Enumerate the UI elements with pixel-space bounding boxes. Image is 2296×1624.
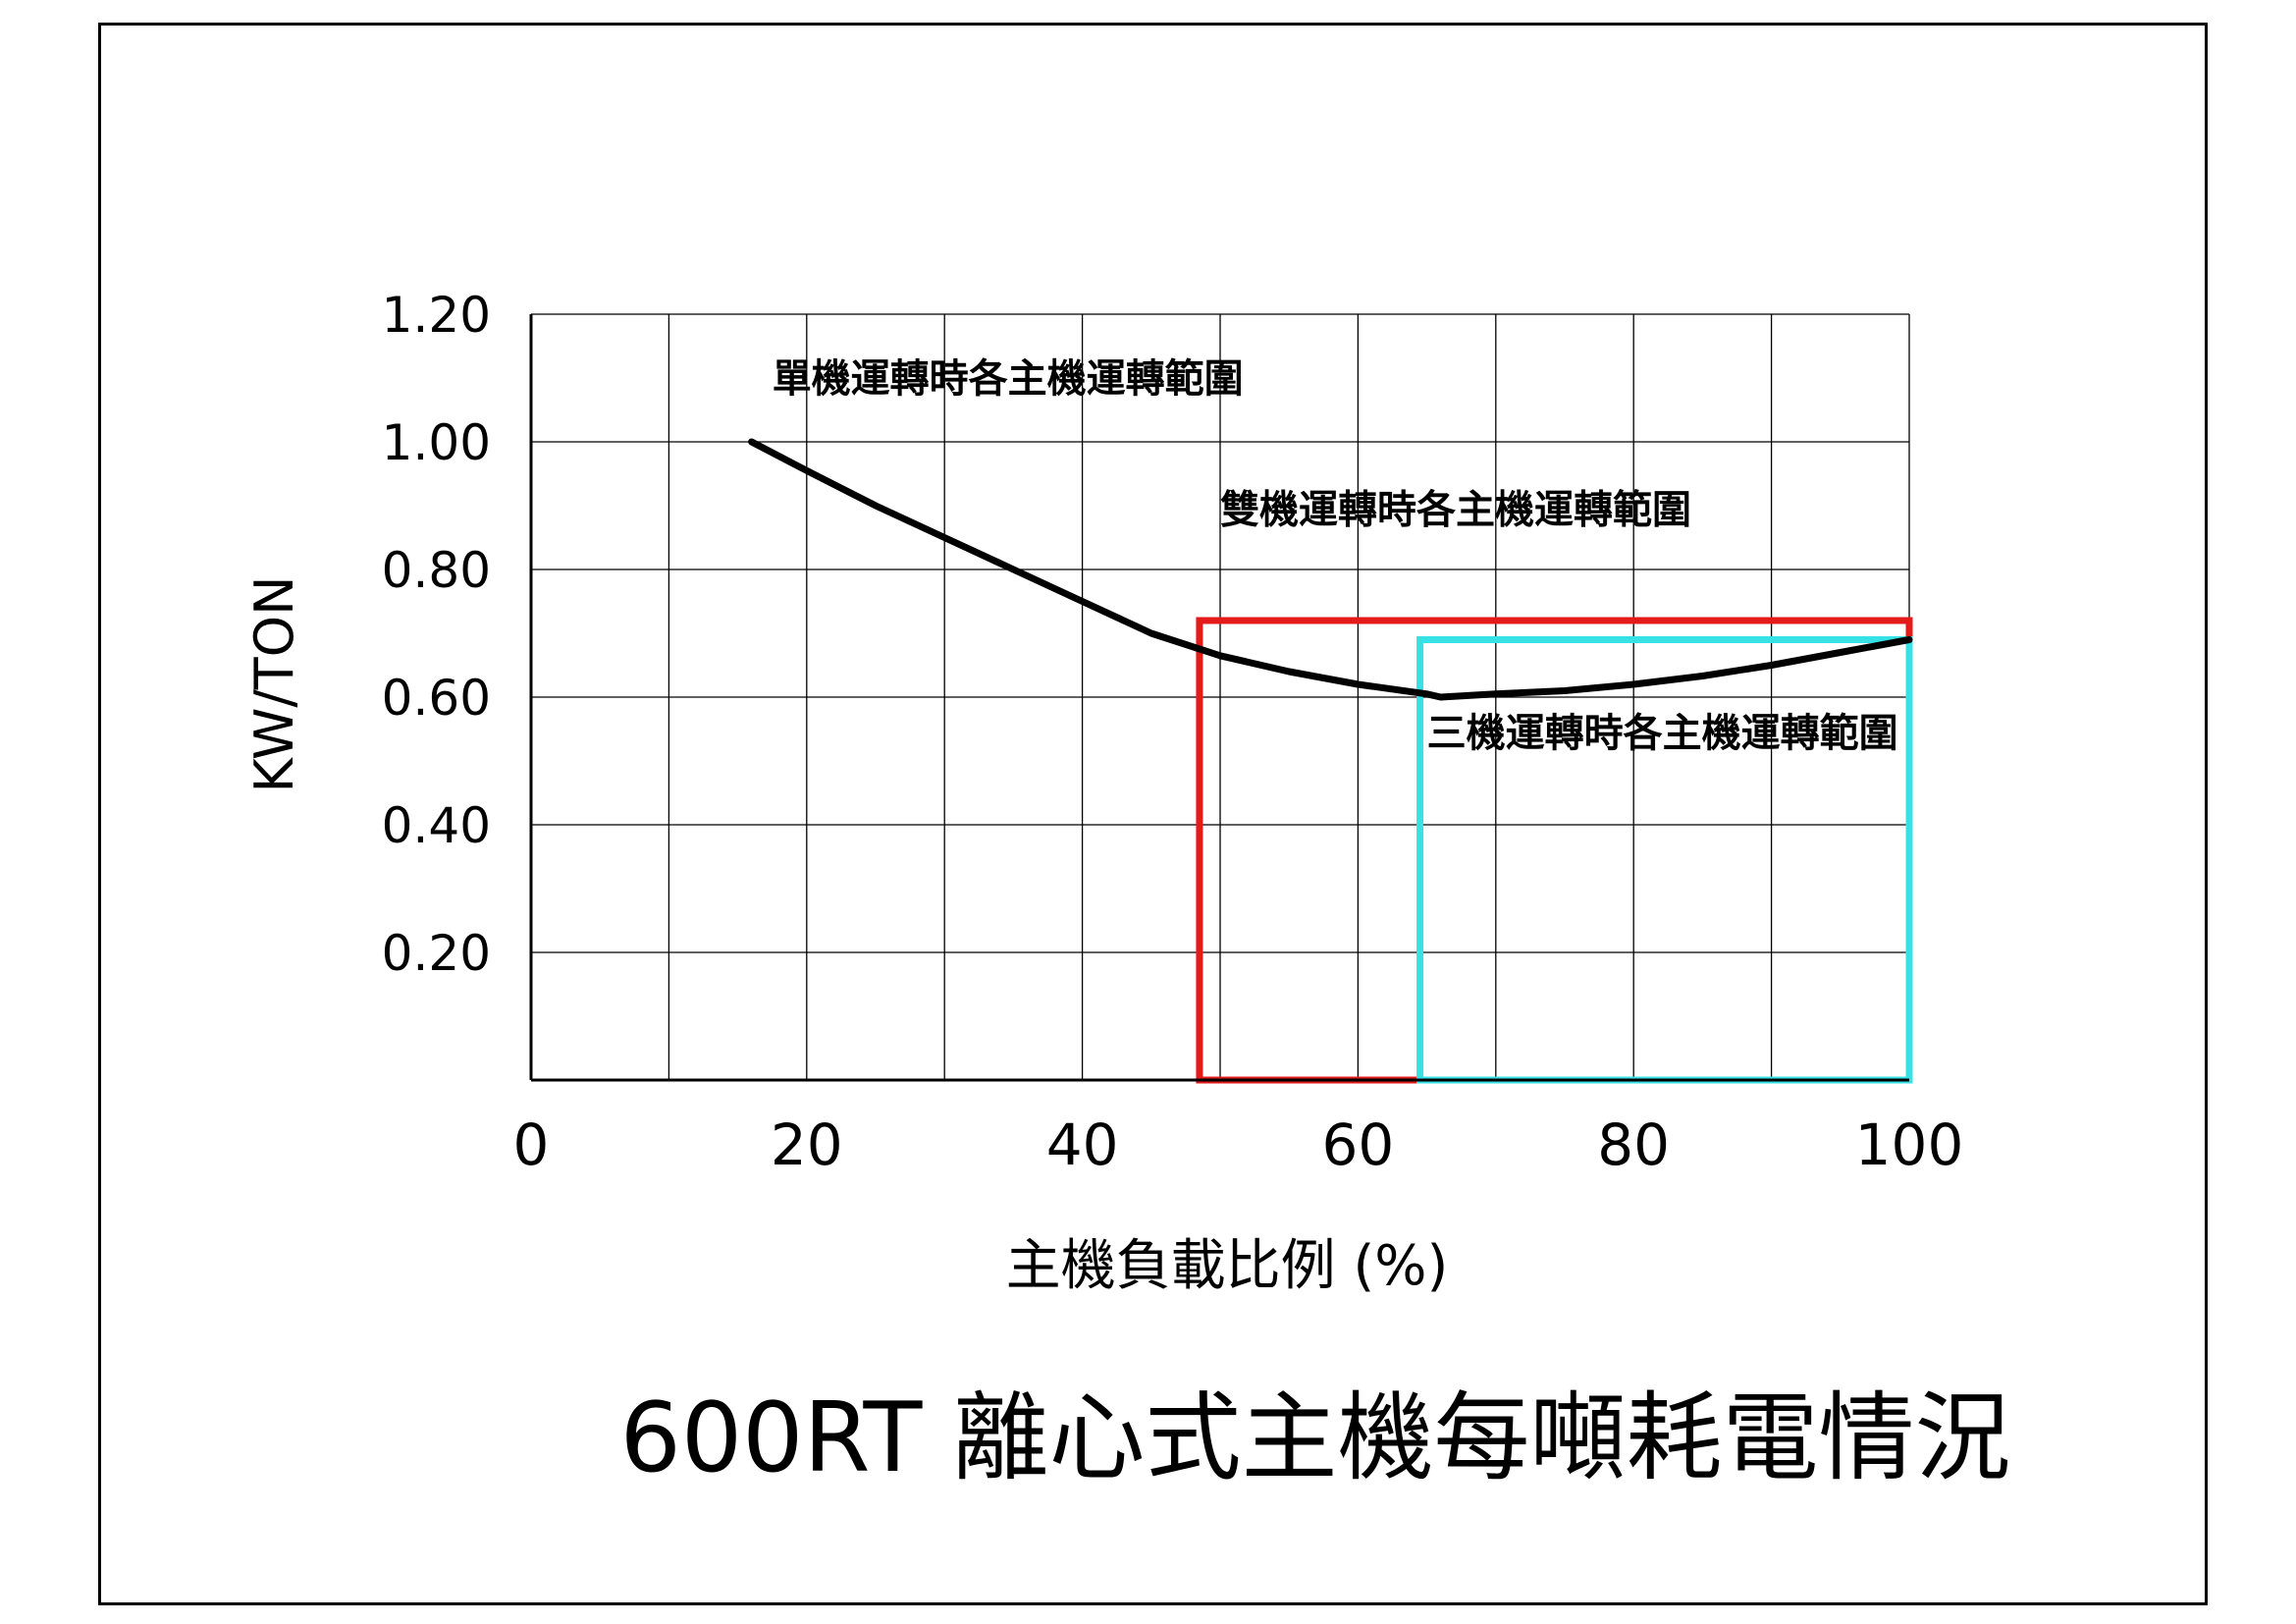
x-tick-labels: 0 20 40 60 80 100: [513, 1111, 1964, 1178]
x-tick-label: 100: [1855, 1111, 1964, 1178]
series-group: [748, 438, 1913, 701]
y-tick-label: 0.40: [382, 797, 491, 854]
axes: [529, 314, 1909, 1082]
x-tick-label: 40: [1046, 1111, 1119, 1178]
chart-title: 600RT 離心式主機每噸耗電情況: [619, 1382, 2010, 1494]
x-tick-label: 60: [1321, 1111, 1394, 1178]
page-frame: [98, 23, 2208, 1605]
y-tick-label: 1.00: [382, 414, 491, 471]
x-tick-label: 80: [1597, 1111, 1670, 1178]
y-axis-label: KW/TON: [243, 576, 305, 793]
annotation-label: 三機運轉時各主機運轉範圍: [1427, 711, 1898, 756]
grid: [531, 313, 1910, 1080]
y-tick-labels: 0.20 0.40 0.60 0.80 1.00 1.20: [382, 287, 491, 982]
region-box-cyan: [1416, 636, 1913, 1084]
annotation-label: 單機運轉時各主機運轉範圍: [773, 356, 1244, 402]
y-tick-label: 0.80: [382, 542, 491, 599]
y-tick-label: 0.60: [382, 670, 491, 727]
y-tick-label: 0.20: [382, 925, 491, 982]
y-tick-label: 1.20: [382, 287, 491, 344]
annotation-label: 雙機運轉時各主機運轉範圍: [1220, 487, 1691, 532]
x-tick-label: 20: [771, 1111, 843, 1178]
x-axis-label: 主機負載比例 (%): [1006, 1234, 1449, 1298]
x-tick-label: 0: [513, 1111, 550, 1178]
series-line: [748, 438, 1913, 701]
